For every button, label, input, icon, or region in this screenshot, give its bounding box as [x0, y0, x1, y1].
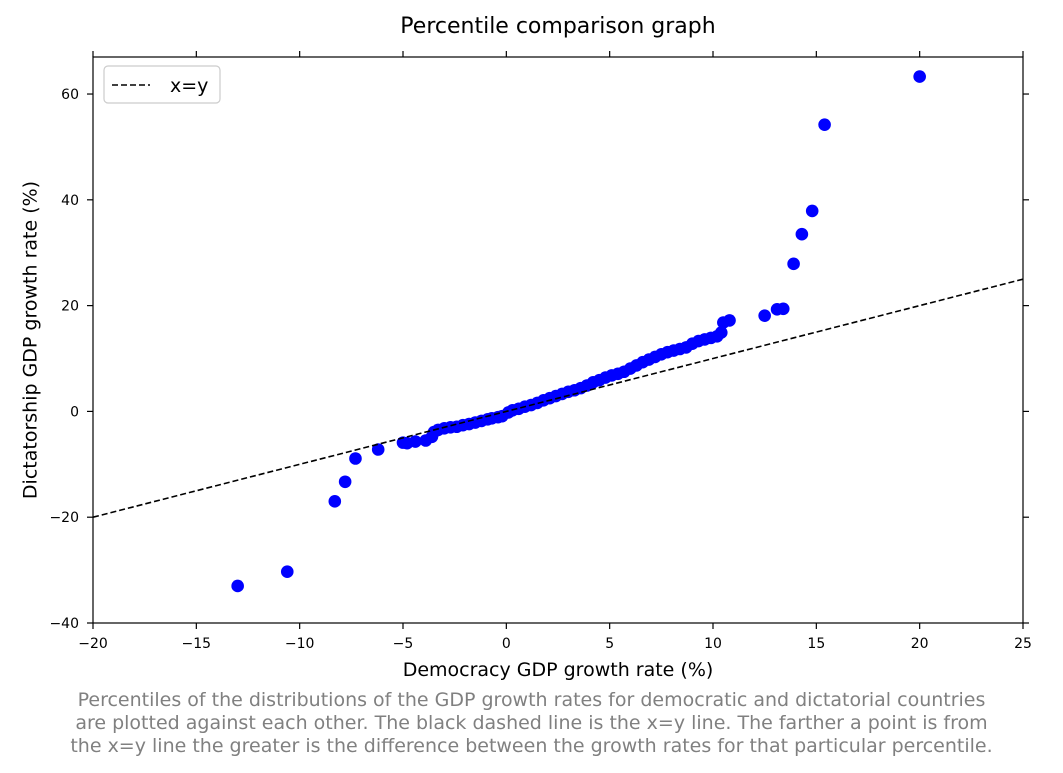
x-tick-label: 5 [605, 636, 614, 652]
caption-line: the x=y line the greater is the differen… [70, 735, 993, 757]
data-point [723, 314, 736, 327]
legend: x=y [103, 65, 221, 104]
data-point [349, 452, 362, 465]
x-tick-label: 20 [911, 636, 929, 652]
y-tick-label: 40 [61, 193, 79, 209]
caption-line: Percentiles of the distributions of the … [77, 689, 986, 711]
data-point [338, 475, 352, 489]
x-tick-label: −15 [182, 636, 212, 652]
x-tick-label: 25 [1014, 636, 1032, 652]
data-point [409, 435, 422, 448]
data-point [328, 495, 342, 508]
data-point [913, 70, 926, 83]
percentile-scatter-chart: Percentile comparison graph −20 −15 −10 −5 0… [20, 14, 1032, 681]
data-point [280, 565, 294, 578]
x-tick-label: 0 [502, 636, 511, 652]
caption-line: are plotted against each other. The blac… [75, 712, 988, 734]
plot-frame [92, 56, 1024, 624]
data-point [805, 204, 819, 218]
x-equals-y-line [92, 278, 1024, 518]
data-point [231, 579, 244, 593]
y-axis-label: Dictatorship GDP growth rate (%) [20, 181, 42, 499]
y-tick-label: 60 [61, 87, 79, 103]
data-point [371, 443, 385, 456]
data-point [776, 302, 790, 316]
chart-title: Percentile comparison graph [400, 14, 715, 39]
x-tick-label: −10 [285, 636, 315, 652]
x-tick-label: −20 [78, 636, 108, 652]
x-tick-label: −5 [393, 636, 414, 652]
y-tick-label: −40 [49, 616, 79, 632]
y-tick-label: 0 [70, 404, 79, 420]
data-point [758, 309, 771, 322]
legend-label-x-equals-y: x=y [170, 75, 208, 97]
x-tick-label: 10 [704, 636, 722, 652]
figure-caption: Percentiles of the distributions of the … [0, 689, 1063, 758]
x-tick-label: 15 [807, 636, 825, 652]
axis-ticks: −20 −15 −10 −5 0 5 10 15 20 25 −40 −20 0 20 40 60 [49, 51, 1032, 652]
data-point [714, 326, 728, 339]
data-point [787, 257, 800, 271]
legend-box [103, 65, 221, 104]
y-tick-label: 20 [61, 299, 79, 315]
data-point [795, 227, 809, 241]
y-tick-label: −20 [49, 510, 79, 526]
x-axis-label: Democracy GDP growth rate (%) [403, 659, 714, 681]
data-point [818, 118, 831, 132]
